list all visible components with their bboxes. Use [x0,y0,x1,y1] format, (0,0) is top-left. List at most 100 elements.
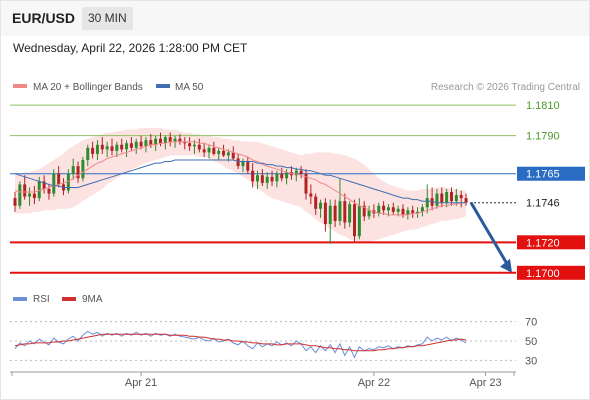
level-badge-1.1720 [517,235,585,250]
candle [32,185,36,205]
candle [265,172,269,189]
candle [280,167,284,182]
candle [154,135,158,151]
ma20-legend-label: MA 20 + Bollinger Bands [33,82,143,93]
candle [192,140,196,154]
level-label-1.1700: 1.1700 [526,268,560,280]
candle [367,205,371,220]
candle [416,207,420,218]
candle [440,187,444,208]
candle [411,205,415,218]
projection-arrow [469,201,509,265]
candle [435,188,439,209]
candle [348,201,352,228]
x-tick-label: Apr 23 [469,377,501,389]
candle [100,137,104,154]
rsi-ma-swatch [62,297,76,301]
candle [13,192,17,212]
candle [333,199,337,228]
candle [105,141,109,157]
candle [304,169,308,200]
candle [323,198,327,232]
price-legend: MA 20 + Bollinger Bands MA 50 Research ©… [13,82,580,93]
candle [125,140,129,157]
rsi-line [14,330,467,359]
rsi-legend: RSI 9MA [13,294,103,305]
candle [52,169,56,197]
candle [362,201,366,221]
candle [159,132,162,147]
candle [217,147,221,161]
candle [391,202,395,215]
candle [420,204,424,217]
candle [202,143,206,157]
candle [309,184,313,205]
candle [134,138,138,154]
candle [377,202,381,217]
candle [246,156,250,174]
x-tick-label: Apr 21 [125,377,157,389]
candle [47,184,51,200]
rsi-swatch [13,297,27,301]
candle [464,193,468,206]
candle [445,188,449,208]
candle [353,199,356,243]
candle [23,175,27,200]
level-label-1.1765: 1.1765 [526,169,560,181]
level-badge-1.1700 [517,265,585,280]
rsi-ma-legend-label: 9MA [82,294,103,305]
timeframe-badge[interactable]: 30 MIN [82,7,133,30]
candle [144,137,148,153]
candle [241,158,245,173]
candle [139,135,143,150]
candle [294,167,298,182]
candle [251,163,255,188]
rsi-tick-30: 30 [525,355,537,367]
rsi-tick-50: 50 [525,336,537,348]
chart-datetime: Wednesday, April 22, 2026 1:28:00 PM CET [13,41,248,55]
candle [270,170,274,186]
header-bar: EUR/USD 30 MIN [0,0,590,36]
level-label-1.1720: 1.1720 [526,237,560,249]
copyright-text: Research © 2026 Trading Central [431,82,580,93]
candle [459,190,463,208]
level-label-1.1790: 1.1790 [526,131,560,143]
last-price-label: 1.1746 [526,198,560,210]
projection-arrow-head [500,258,512,273]
ma20-swatch [13,84,27,88]
candle [129,137,133,151]
candle [95,140,99,161]
candle [81,156,85,182]
candle [86,144,90,167]
candle [110,138,114,156]
candle [343,193,347,229]
candle [18,181,22,209]
rsi-ma-line [14,333,467,352]
symbol-title: EUR/USD [12,10,76,26]
ma50-line [14,159,466,204]
candle [401,204,405,218]
candle [430,187,434,211]
candle [42,175,46,194]
candle [76,161,80,183]
candle [163,135,167,150]
candle [357,198,361,240]
candle [71,158,75,180]
rsi-tick-70: 70 [525,317,537,329]
level-label-1.1810: 1.1810 [526,100,560,112]
last-price-label-bg [517,195,585,210]
candle [328,199,332,244]
candle [222,144,226,157]
candle [91,141,95,159]
candle [275,170,279,188]
candle [183,137,187,150]
candle [168,132,172,147]
candle [314,193,318,215]
candle [256,170,259,189]
candle [28,187,32,206]
ma20-line [14,141,466,216]
candle [149,134,153,148]
candle [207,144,211,159]
candle [212,141,216,156]
